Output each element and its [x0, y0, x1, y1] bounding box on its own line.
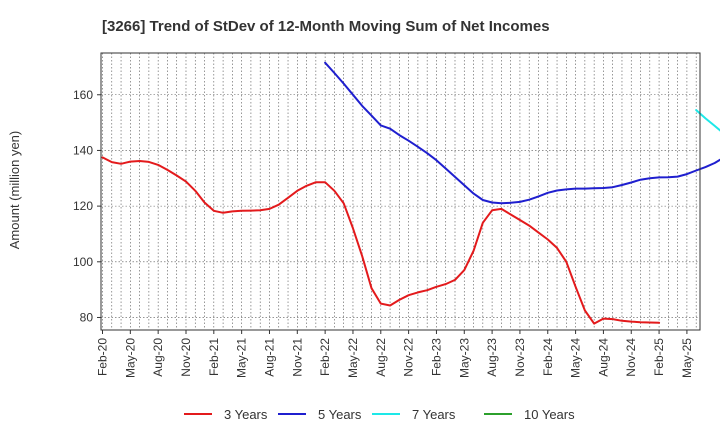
x-tick-label: Nov-21: [290, 338, 304, 377]
x-tick-label: Aug-23: [485, 338, 499, 377]
legend-label: 3 Years: [224, 407, 268, 422]
x-tick-label: Feb-21: [207, 338, 221, 376]
x-tick-label: Feb-20: [96, 338, 110, 376]
x-tick-label: Aug-21: [262, 338, 276, 377]
x-axis-ticks: Feb-20 May-20 Aug-20 Nov-20 Feb-21 May-21 Aug-…: [96, 330, 694, 378]
vertical-gridlines: [102, 53, 697, 330]
x-tick-label: Aug-22: [374, 338, 388, 377]
x-tick-label: Nov-22: [402, 338, 416, 377]
x-tick-label: May-25: [680, 338, 694, 378]
legend: 3 Years 5 Years 7 Years 10 Years: [184, 407, 575, 422]
legend-label: 7 Years: [412, 407, 456, 422]
plot-frame: [100, 52, 701, 331]
x-tick-label: Feb-22: [318, 338, 332, 376]
x-tick-label: Nov-24: [624, 338, 638, 377]
y-tick-label: 120: [73, 199, 93, 213]
legend-item: 10 Years: [484, 407, 575, 422]
x-tick-label: May-24: [569, 338, 583, 378]
y-tick-label: 140: [73, 143, 93, 157]
legend-item: 3 Years: [184, 407, 268, 422]
y-tick-label: 100: [73, 255, 93, 269]
legend-label: 10 Years: [524, 407, 575, 422]
series-line-1: [101, 156, 661, 325]
x-tick-label: May-23: [457, 338, 471, 378]
x-tick-label: May-22: [346, 338, 360, 378]
y-axis-ticks: 80 100 120 140 160: [73, 88, 101, 324]
legend-item: 5 Years: [278, 407, 362, 422]
series-line-2: [324, 61, 720, 205]
x-tick-label: Nov-23: [513, 338, 527, 377]
x-tick-label: Aug-20: [151, 338, 165, 377]
x-tick-label: Feb-23: [429, 338, 443, 376]
y-axis-label: Amount (million yen): [7, 131, 22, 250]
plot-area: [100, 52, 720, 331]
x-tick-label: Nov-20: [179, 338, 193, 377]
series-layer: [101, 61, 720, 325]
y-tick-label: 160: [73, 88, 93, 102]
x-tick-label: Aug-24: [596, 338, 610, 377]
x-tick-label: Feb-24: [541, 338, 555, 376]
chart-title: [3266] Trend of StDev of 12-Month Moving…: [102, 18, 550, 35]
x-tick-label: May-21: [235, 338, 249, 378]
legend-label: 5 Years: [318, 407, 362, 422]
x-tick-label: May-20: [123, 338, 137, 378]
legend-item: 7 Years: [372, 407, 456, 422]
plot-background: [101, 53, 700, 330]
y-tick-label: 80: [80, 310, 94, 324]
x-tick-label: Feb-25: [652, 338, 666, 376]
